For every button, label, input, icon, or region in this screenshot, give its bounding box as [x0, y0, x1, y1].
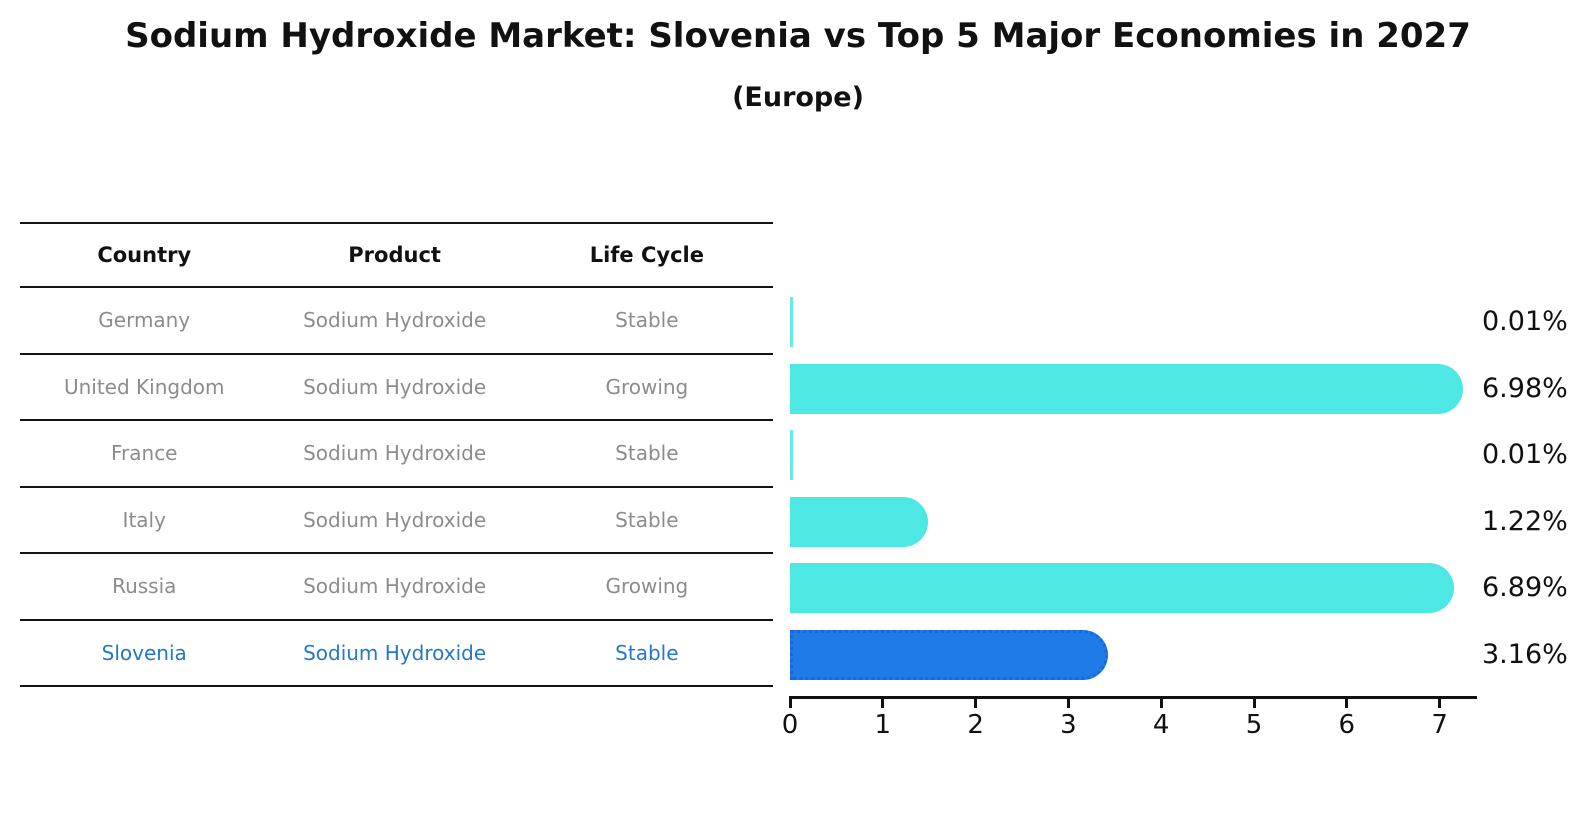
bar-slovenia	[790, 629, 1109, 680]
table-row-italy: Italy Sodium Hydroxide Stable	[20, 488, 773, 554]
column-header-lifecycle: Life Cycle	[589, 243, 704, 267]
x-tick-mark-1	[881, 699, 885, 708]
cell-lifecycle: Growing	[605, 374, 689, 399]
column-header-product: Product	[348, 243, 441, 267]
bar-united-kingdom	[790, 363, 1463, 414]
cell-country: Russia	[112, 574, 177, 599]
cell-lifecycle: Growing	[605, 574, 689, 599]
x-tick-label-7: 7	[1431, 710, 1448, 740]
cell-product: Sodium Hydroxide	[303, 374, 487, 399]
table-row-russia: Russia Sodium Hydroxide Growing	[20, 554, 773, 621]
cell-lifecycle: Stable	[615, 640, 679, 665]
x-axis-line	[789, 696, 1477, 699]
value-label-slovenia: 3.16%	[1482, 638, 1568, 670]
cell-product: Sodium Hydroxide	[303, 308, 487, 333]
comparison-table: Country Product Life Cycle Germany Sodium…	[20, 222, 773, 687]
x-tick-label-1: 1	[874, 710, 892, 740]
column-header-country: Country	[97, 243, 192, 267]
x-tick-label-6: 6	[1338, 710, 1356, 740]
cell-country: Slovenia	[101, 640, 187, 665]
cell-lifecycle: Stable	[615, 441, 679, 466]
value-label-italy: 1.22%	[1482, 505, 1568, 537]
cell-country: Italy	[122, 507, 166, 532]
bar-italy	[790, 496, 929, 547]
bar-france	[790, 430, 793, 480]
cell-country: France	[110, 441, 178, 466]
x-tick-label-5: 5	[1245, 710, 1263, 740]
value-label-russia: 6.89%	[1482, 572, 1568, 604]
table-body: Germany Sodium Hydroxide Stable United King…	[20, 288, 773, 687]
table-row-france: France Sodium Hydroxide Stable	[20, 421, 773, 488]
chart-title: Sodium Hydroxide Market: Slovenia vs Top…	[125, 16, 1471, 56]
table-row-united-kingdom: United Kingdom Sodium Hydroxide Growing	[20, 355, 773, 421]
cell-country: United Kingdom	[63, 374, 225, 399]
cell-product: Sodium Hydroxide	[303, 507, 487, 532]
value-label-france: 0.01%	[1482, 439, 1568, 471]
x-tick-mark-6	[1345, 699, 1349, 708]
bar-russia	[790, 563, 1455, 613]
bar-germany	[790, 297, 793, 347]
cell-product: Sodium Hydroxide	[303, 441, 487, 466]
cell-lifecycle: Stable	[615, 507, 679, 532]
cell-product: Sodium Hydroxide	[303, 574, 487, 599]
x-tick-label-2: 2	[967, 710, 984, 740]
value-label-united-kingdom: 6.98%	[1482, 372, 1568, 404]
cell-country: Germany	[98, 308, 191, 333]
table-row-germany: Germany Sodium Hydroxide Stable	[20, 288, 773, 355]
x-tick-mark-2	[974, 699, 978, 708]
table-header-row: Country Product Life Cycle	[20, 222, 773, 288]
cell-product: Sodium Hydroxide	[303, 640, 487, 665]
x-tick-mark-0	[788, 699, 792, 708]
x-tick-label-4: 4	[1152, 710, 1170, 740]
cell-lifecycle: Stable	[615, 308, 679, 333]
x-tick-mark-4	[1159, 699, 1163, 708]
x-tick-mark-5	[1252, 699, 1256, 708]
x-tick-mark-7	[1438, 699, 1442, 708]
x-tick-label-3: 3	[1060, 710, 1077, 740]
table-row-slovenia: Slovenia Sodium Hydroxide Stable	[20, 621, 773, 687]
x-tick-label-0: 0	[781, 710, 799, 740]
value-label-germany: 0.01%	[1482, 306, 1568, 338]
chart-subtitle: (Europe)	[732, 82, 864, 113]
x-tick-mark-3	[1066, 699, 1070, 708]
